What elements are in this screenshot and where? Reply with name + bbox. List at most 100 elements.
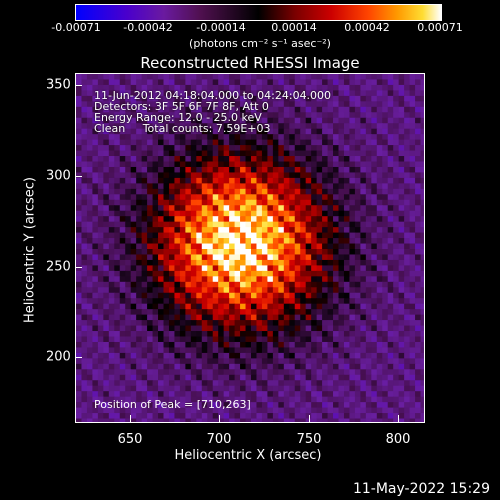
heatmap-cell — [76, 123, 83, 130]
heatmap-cell — [316, 363, 323, 370]
heatmap-cell — [119, 309, 126, 316]
heatmap-cell — [234, 210, 241, 217]
heatmap-cell — [245, 270, 252, 277]
heatmap-cell — [294, 298, 301, 305]
heatmap-cell — [76, 259, 83, 267]
heatmap-cell — [327, 172, 334, 179]
heatmap-cell — [190, 287, 197, 294]
heatmap-cell — [382, 369, 389, 376]
heatmap-cell — [256, 166, 263, 174]
heatmap-cell — [245, 205, 252, 212]
heatmap-cell — [218, 95, 225, 102]
heatmap-cell — [168, 145, 176, 152]
heatmap-cell — [393, 79, 400, 86]
heatmap-cell — [207, 123, 214, 130]
heatmap-cell — [103, 123, 110, 130]
heatmap-cell — [278, 90, 285, 97]
heatmap-cell — [289, 276, 296, 283]
heatmap-cell — [152, 391, 159, 398]
heatmap-cell — [130, 352, 137, 359]
heatmap-cell — [136, 385, 143, 392]
heatmap-cell — [190, 402, 197, 409]
heatmap-cell — [174, 265, 181, 272]
heatmap-cell — [212, 145, 219, 152]
heatmap-cell — [387, 402, 394, 409]
heatmap-cell — [316, 374, 323, 381]
heatmap-cell — [398, 128, 405, 135]
heatmap-cell — [108, 298, 115, 305]
heatmap-cell — [322, 101, 329, 108]
heatmap-cell — [190, 243, 197, 250]
heatmap-cell — [333, 84, 340, 92]
heatmap-cell — [207, 183, 214, 190]
heatmap-cell — [371, 363, 378, 370]
heatmap-cell — [398, 320, 405, 327]
heatmap-cell — [130, 183, 137, 190]
heatmap-cell — [371, 205, 378, 212]
heatmap-cell — [103, 112, 110, 119]
heatmap-cell — [76, 249, 83, 256]
heatmap-cell — [158, 391, 165, 398]
heatmap-cell — [267, 380, 274, 387]
heatmap-cell — [114, 216, 121, 223]
heatmap-cell — [420, 123, 424, 130]
heatmap-cell — [245, 254, 252, 261]
heatmap-cell — [316, 172, 323, 179]
heatmap-cell — [251, 292, 258, 299]
heatmap-cell — [305, 347, 312, 354]
heatmap-cell — [152, 276, 159, 283]
heatmap-cell — [125, 205, 132, 212]
heatmap-cell — [382, 232, 389, 239]
heatmap-cell — [420, 84, 424, 92]
heatmap-cell — [130, 161, 137, 168]
heatmap-cell — [223, 90, 230, 97]
heatmap-cell — [387, 150, 394, 157]
heatmap-cell — [76, 407, 83, 414]
heatmap-cell — [322, 352, 329, 359]
heatmap-cell — [141, 363, 148, 370]
heatmap-cell — [365, 112, 372, 119]
heatmap-cell — [141, 79, 148, 86]
heatmap-cell — [114, 374, 121, 381]
heatmap-cell — [240, 265, 247, 272]
heatmap-cell — [272, 385, 279, 392]
heatmap-cell — [322, 123, 329, 130]
heatmap-cell — [365, 336, 372, 343]
heatmap-cell — [305, 216, 312, 223]
heatmap-cell — [130, 413, 137, 420]
heatmap-cell — [190, 413, 197, 420]
heatmap-cell — [322, 347, 329, 354]
heatmap-cell — [152, 194, 159, 201]
heatmap-cell — [415, 320, 422, 327]
heatmap-cell — [300, 145, 307, 152]
heatmap-cell — [393, 221, 400, 228]
heatmap-cell — [289, 259, 296, 267]
heatmap-cell — [152, 325, 159, 332]
y-tick-mark — [75, 267, 82, 268]
heatmap-cell — [152, 84, 159, 92]
heatmap-cell — [185, 309, 192, 316]
heatmap-cell — [387, 90, 394, 97]
heatmap-cell — [283, 270, 290, 277]
heatmap-cell — [251, 309, 258, 316]
heatmap-cell — [168, 112, 176, 119]
heatmap-cell — [130, 194, 137, 201]
heatmap-cell — [76, 188, 83, 195]
heatmap-cell — [415, 84, 422, 92]
heatmap-cell — [333, 188, 340, 195]
heatmap-cell — [108, 232, 115, 239]
heatmap-cell — [125, 172, 132, 179]
heatmap-cell — [311, 352, 318, 359]
heatmap-cell — [420, 210, 424, 217]
heatmap-cell — [289, 385, 296, 392]
heatmap-cell — [218, 156, 225, 163]
heatmap-cell — [234, 265, 241, 272]
heatmap-cell — [398, 101, 405, 108]
heatmap-cell — [333, 210, 340, 217]
heatmap-cell — [316, 402, 323, 409]
heatmap-cell — [272, 205, 279, 212]
heatmap-cell — [349, 292, 356, 299]
heatmap-cell — [229, 325, 236, 332]
heatmap-cell — [168, 402, 176, 409]
heatmap-cell — [338, 320, 345, 327]
